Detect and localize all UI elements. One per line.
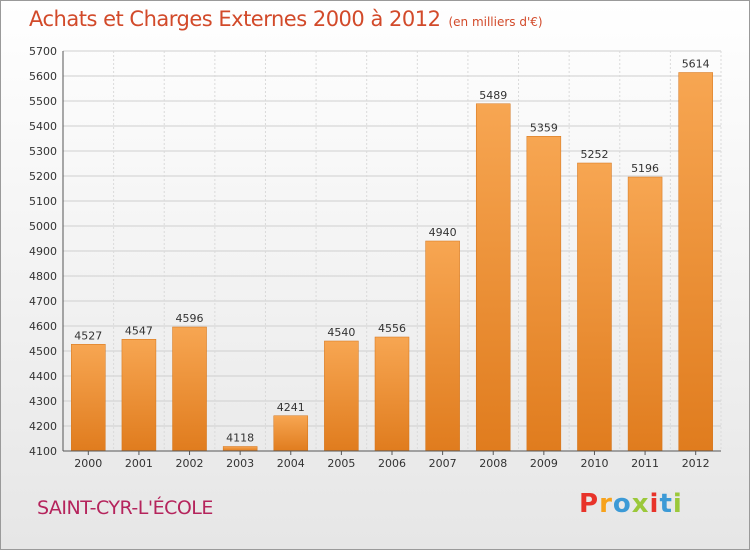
bar <box>172 326 207 452</box>
data-label: 4547 <box>125 324 153 337</box>
data-label: 4118 <box>226 432 254 445</box>
axes: 4100 4200 4300 4400 4500 4600 4700 4800 4900 5000… <box>29 45 721 470</box>
x-tick-label: 2003 <box>226 457 254 470</box>
data-label: 4527 <box>74 329 102 342</box>
y-tick-label: 4100 <box>29 445 57 458</box>
logo-letter: P <box>579 489 600 519</box>
x-tick-label: 2001 <box>125 457 153 470</box>
bar <box>121 339 157 452</box>
data-label: 5252 <box>580 148 608 161</box>
x-tick-label: 2004 <box>277 457 305 470</box>
y-tick-label: 5400 <box>29 120 57 133</box>
logo-letter: i <box>672 489 683 519</box>
y-tick-label: 5700 <box>29 45 57 58</box>
y-tick-label: 5500 <box>29 95 57 108</box>
data-label: 5359 <box>530 121 558 134</box>
x-tick-label: 2008 <box>479 457 507 470</box>
data-label: 4241 <box>277 401 305 414</box>
bar <box>374 336 410 452</box>
logo-letter: x <box>631 489 650 519</box>
y-tick-label: 5300 <box>29 145 57 158</box>
data-label: 5196 <box>631 162 659 175</box>
bar <box>678 72 713 452</box>
bar <box>222 446 258 452</box>
y-tick-label: 4400 <box>29 370 57 383</box>
bar <box>627 176 663 452</box>
logo-letter: r <box>599 489 613 519</box>
x-tick-label: 2009 <box>530 457 558 470</box>
y-tick-label: 4800 <box>29 270 57 283</box>
y-tick-label: 4500 <box>29 345 57 358</box>
location-name: SAINT-CYR-L'ÉCOLE <box>37 497 213 519</box>
bars: 4527 4547 4596 4118 4241 4540 4556 4940 5489 5359… <box>71 58 713 452</box>
data-label: 4940 <box>429 226 457 239</box>
bar <box>577 162 612 452</box>
bar <box>273 415 309 452</box>
bar <box>475 103 511 452</box>
logo-letter: o <box>612 489 632 519</box>
data-label: 4556 <box>378 322 406 335</box>
x-tick-label: 2012 <box>682 457 710 470</box>
bar <box>425 240 460 452</box>
y-tick-label: 5000 <box>29 220 57 233</box>
logo-letter: i <box>649 489 660 519</box>
y-tick-label: 5600 <box>29 70 57 83</box>
x-tick-label: 2011 <box>631 457 659 470</box>
logo-letter: t <box>659 489 673 519</box>
y-tick-label: 4200 <box>29 420 57 433</box>
y-tick-label: 4700 <box>29 295 57 308</box>
x-tick-label: 2005 <box>327 457 355 470</box>
chart-unit: (en milliers d'€) <box>448 15 543 29</box>
title-text: Achats et Charges Externes 2000 à 2012 <box>29 7 441 31</box>
bar <box>324 340 359 452</box>
proxiti-logo: Proxiti <box>579 489 683 519</box>
data-label: 5489 <box>479 89 507 102</box>
data-label: 4596 <box>176 312 204 325</box>
x-tick-label: 2006 <box>378 457 406 470</box>
bar <box>71 344 106 452</box>
y-tick-label: 4900 <box>29 245 57 258</box>
x-tick-label: 2010 <box>580 457 608 470</box>
y-tick-label: 4600 <box>29 320 57 333</box>
bar <box>526 136 562 452</box>
y-tick-label: 4300 <box>29 395 57 408</box>
x-tick-label: 2002 <box>176 457 204 470</box>
chart-title: Achats et Charges Externes 2000 à 2012 (e… <box>29 7 543 31</box>
x-tick-label: 2000 <box>74 457 102 470</box>
data-label: 5614 <box>682 58 710 71</box>
y-tick-label: 5200 <box>29 170 57 183</box>
y-tick-label: 5100 <box>29 195 57 208</box>
data-label: 4540 <box>327 326 355 339</box>
x-tick-label: 2007 <box>429 457 457 470</box>
